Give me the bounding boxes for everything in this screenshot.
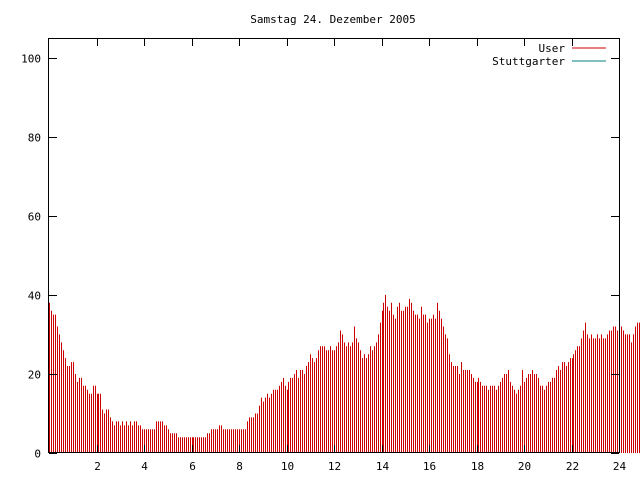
y-tick-label: 40 (28, 290, 41, 303)
legend: User Stuttgarter (492, 42, 606, 68)
y-tick-label: 100 (21, 53, 41, 66)
x-tick-label: 10 (281, 460, 294, 473)
x-tick-label: 16 (423, 460, 436, 473)
y-tick-label: 60 (28, 211, 41, 224)
x-tick-label: 4 (141, 460, 148, 473)
x-tick-label: 18 (471, 460, 484, 473)
y-tick-label: 0 (34, 448, 41, 461)
chart-title: Samstag 24. Dezember 2005 (250, 13, 416, 26)
x-tick-label: 14 (376, 460, 390, 473)
x-tick-label: 8 (236, 460, 243, 473)
x-axis: 2 4 6 8 10 12 14 16 18 20 22 24 (94, 38, 626, 473)
legend-label-user: User (539, 42, 566, 55)
y-tick-label: 80 (28, 132, 41, 145)
x-tick-label: 22 (566, 460, 579, 473)
x-tick-label: 20 (518, 460, 531, 473)
x-tick-label: 24 (613, 460, 627, 473)
legend-label-stuttgarter: Stuttgarter (492, 55, 565, 68)
y-axis: 0 20 40 60 80 100 (21, 53, 619, 461)
x-tick-label: 2 (94, 460, 101, 473)
y-tick-label: 20 (28, 369, 41, 382)
user-series-bars (49, 294, 640, 453)
x-tick-label: 12 (328, 460, 341, 473)
x-tick-label: 6 (189, 460, 196, 473)
